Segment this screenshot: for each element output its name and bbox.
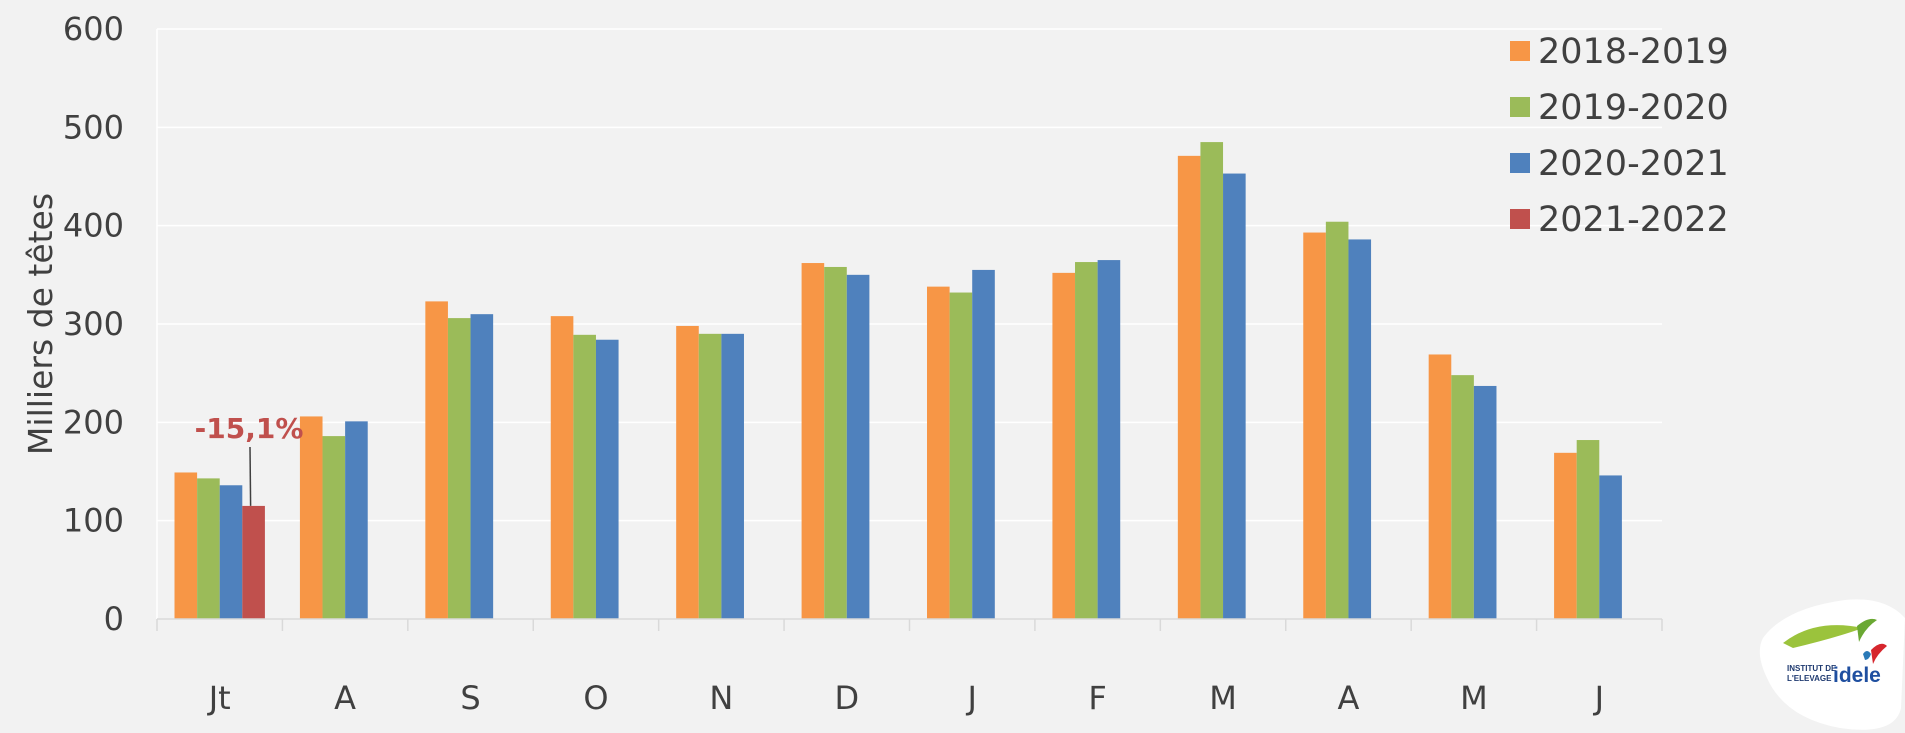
x-tick-label: N: [709, 679, 733, 717]
bar-2018-2019-J: [1554, 452, 1577, 619]
bar-2020-2021-O: [595, 339, 619, 619]
x-tick-label: J: [965, 679, 976, 717]
bar-2020-2021-A: [1348, 239, 1372, 619]
y-tick-label: 400: [63, 207, 124, 245]
bar-2018-2019-F: [1052, 272, 1076, 619]
bar-2018-2019-M: [1428, 354, 1452, 619]
bar-2019-2020-N: [698, 333, 722, 619]
legend-label: 2018-2019: [1538, 32, 1729, 72]
bar-2018-2019-S: [425, 301, 448, 619]
x-tick-label: O: [583, 679, 608, 717]
legend-swatch: [1510, 153, 1530, 173]
bar-2020-2021-M: [1223, 173, 1246, 620]
logo-brand: idele: [1833, 664, 1881, 687]
legend-swatch: [1510, 97, 1530, 117]
gridlines: [156, 28, 1662, 619]
x-tick-label: F: [1088, 679, 1106, 717]
bar-2019-2020-D: [824, 266, 847, 619]
x-tick-label: D: [834, 679, 859, 717]
bar-2019-2020-M: [1451, 375, 1474, 619]
bar-2018-2019-J: [927, 286, 950, 619]
x-tick-label: A: [334, 679, 356, 717]
bar-2019-2020-O: [573, 334, 596, 619]
legend: 2018-2019 2019-2020 2020-2021 2021-2022: [1510, 32, 1729, 240]
legend-swatch: [1510, 209, 1530, 229]
bar-2018-2019-D: [801, 263, 825, 619]
logo-line2: L'ELEVAGE: [1787, 674, 1832, 683]
x-tick-label: J: [1593, 679, 1604, 717]
y-tick-label: 0: [104, 600, 124, 638]
bar-2018-2019-A: [299, 416, 323, 619]
y-tick-label: 500: [63, 108, 124, 146]
y-tick-label: 300: [63, 305, 124, 343]
bar-2018-2019-M: [1177, 155, 1201, 619]
bar-2020-2021-M: [1473, 385, 1497, 619]
bar-2019-2020-A: [322, 436, 346, 619]
x-tick-label: Jt: [207, 679, 231, 717]
bar-2020-2021-F: [1097, 260, 1121, 619]
bar-2020-2021-A: [345, 421, 368, 619]
bar-2019-2020-Jt: [197, 478, 220, 619]
bar-2019-2020-S: [447, 318, 471, 619]
bar-2020-2021-S: [470, 314, 494, 619]
bar-2019-2020-A: [1325, 221, 1349, 619]
bar-2020-2021-J: [972, 269, 995, 619]
annotation-leader-line: [249, 446, 252, 506]
x-tick-label: M: [1460, 679, 1488, 717]
bar-2020-2021-N: [721, 333, 744, 619]
bar-2018-2019-Jt: [174, 472, 198, 619]
idele-logo: INSTITUT DE L'ELEVAGE idele: [1759, 599, 1905, 730]
annotation: -15,1%: [195, 412, 304, 506]
bars: [174, 142, 1622, 620]
bar-2018-2019-A: [1303, 232, 1326, 620]
legend-label: 2019-2020: [1538, 88, 1729, 128]
y-axis-label: Milliers de têtes: [21, 193, 60, 455]
bar-2019-2020-J: [949, 292, 973, 619]
bar-2018-2019-N: [676, 325, 699, 619]
bar-2021-2022-Jt: [242, 505, 265, 619]
bar-2020-2021-Jt: [219, 485, 243, 619]
legend-swatch: [1510, 41, 1530, 61]
legend-label: 2021-2022: [1538, 200, 1729, 240]
y-tick-label: 200: [63, 403, 124, 441]
x-tick-labels: Jt A S O N D J F M A M J: [156, 619, 1663, 717]
bar-2020-2021-J: [1599, 475, 1622, 619]
y-tick-labels: 0 100 200 300 400 500 600: [63, 10, 124, 638]
y-tick-label: 600: [63, 10, 124, 48]
bar-2019-2020-F: [1075, 262, 1098, 619]
y-tick-label: 100: [63, 502, 124, 540]
legend-label: 2020-2021: [1538, 144, 1729, 184]
bar-2018-2019-O: [550, 316, 574, 619]
annotation-label: -15,1%: [195, 412, 304, 445]
x-tick-label: A: [1338, 679, 1360, 717]
bar-2020-2021-D: [846, 274, 870, 619]
x-tick-label: S: [460, 679, 480, 717]
bar-2019-2020-M: [1200, 142, 1224, 620]
logo-line1: INSTITUT DE: [1787, 664, 1837, 673]
x-tick-label: M: [1209, 679, 1237, 717]
bar-2019-2020-J: [1576, 440, 1600, 619]
